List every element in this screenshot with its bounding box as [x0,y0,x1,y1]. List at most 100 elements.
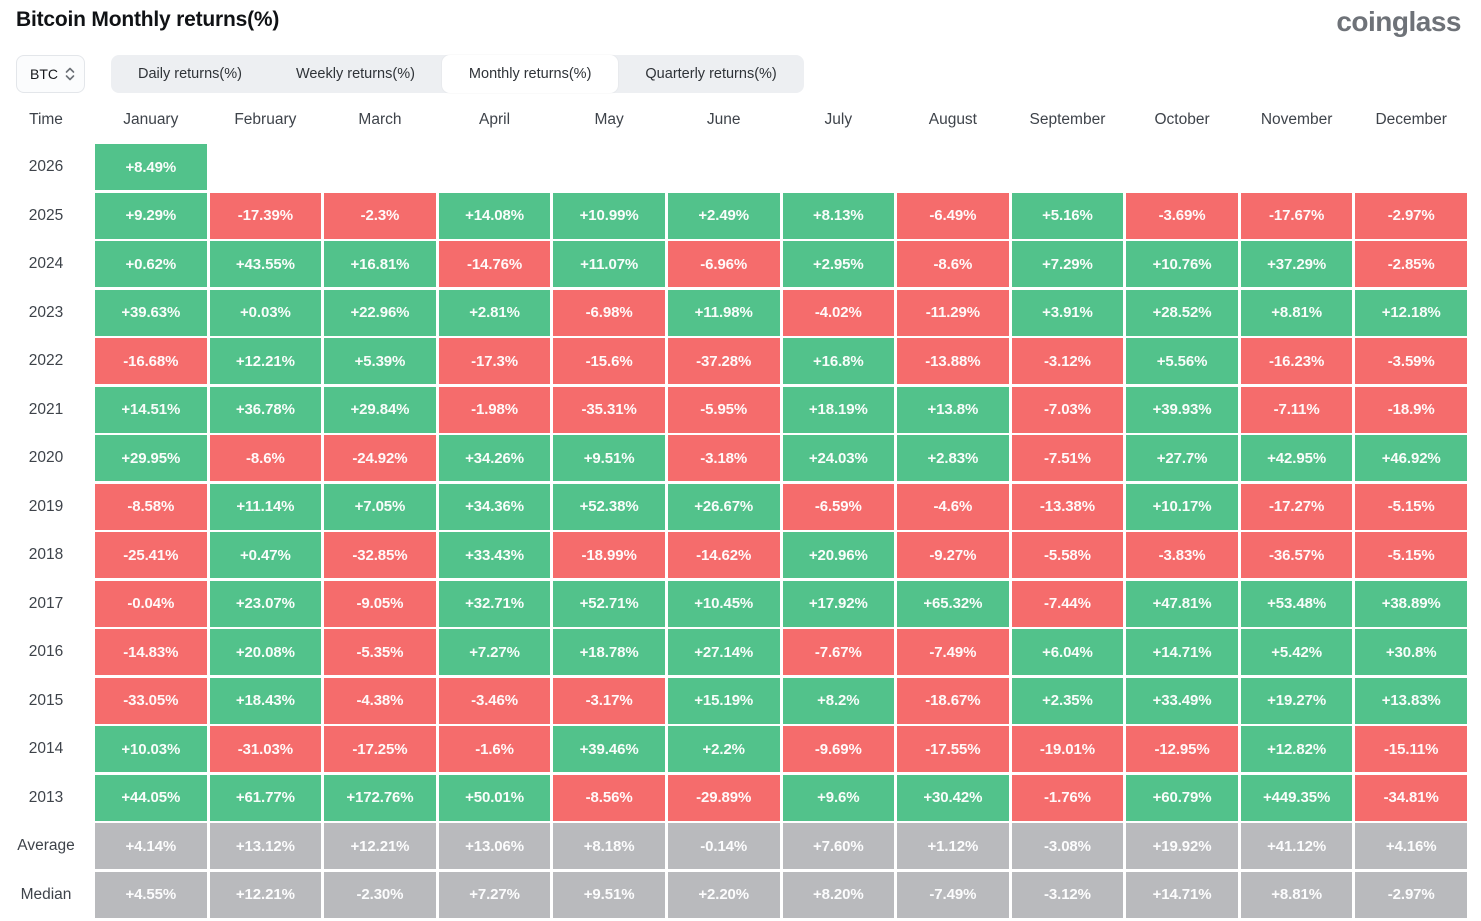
return-cell: +60.79% [1126,774,1238,821]
return-cell: +65.32% [897,580,1009,627]
return-cell: +39.63% [95,289,207,336]
return-cell: -12.95% [1126,726,1238,772]
row-label: Median [20,885,72,903]
table-row-2013: 2013 +44.05% +61.77% +172.76% +50.01% -8.56% -… [0,774,1467,821]
return-cell: -15.6% [553,338,665,384]
return-cell: +14.71% [1126,629,1238,675]
return-cell: +11.07% [553,241,665,287]
return-cell: -8.6% [897,241,1009,287]
row-label: 2024 [28,255,64,272]
return-cell: +15.19% [667,677,780,724]
return-cell: +19.92% [1126,823,1238,869]
return-cell: +12.82% [1240,726,1353,772]
return-cell: -16.23% [1240,338,1353,384]
table-row-2024: 2024 +0.62% +43.55% +16.81% -14.76% +11.07% -6… [0,241,1467,287]
table-header-row: Time January February March April May June July… [0,100,1467,140]
tab-daily-returns[interactable]: Daily returns(%) [138,66,242,82]
return-cell: -13.38% [1011,483,1124,530]
return-cell: +7.29% [1011,241,1124,287]
return-cell: +8.81% [1240,871,1353,918]
empty-cell [897,144,1009,190]
row-label: 2018 [28,546,64,563]
return-cell: -0.04% [95,580,207,627]
return-cell: +13.8% [897,386,1009,433]
return-cell: +27.7% [1126,435,1238,481]
month-column-header: January [123,111,179,128]
coin-selector[interactable]: BTC [16,55,85,93]
table-row-2023: 2023 +39.63% +0.03% +22.96% +2.81% -6.98% +11.… [0,289,1467,336]
empty-cell [210,144,322,190]
return-cell: -2.30% [324,871,436,918]
return-cell: -2.97% [1355,871,1467,918]
return-cell: -5.15% [1355,532,1467,578]
return-cell: +10.76% [1126,241,1238,287]
row-label: 2014 [28,740,64,757]
return-cell: +29.84% [324,386,436,433]
return-cell: +5.16% [1011,192,1124,239]
tab-monthly-returns[interactable]: Monthly returns(%) [441,55,619,93]
return-cell: -8.56% [553,774,665,821]
return-cell: +22.96% [324,289,436,336]
return-cell: +10.99% [553,192,665,239]
row-label: 2017 [28,594,64,612]
return-cell: +16.81% [324,241,436,287]
table-row-2022: 2022 -16.68% +12.21% +5.39% -17.3% -15.6% -37.… [0,338,1467,384]
return-cell: +9.29% [95,192,207,239]
row-label: 2019 [28,497,64,515]
return-cell: -31.03% [209,726,322,772]
return-cell: -34.81% [1355,774,1467,821]
return-cell: -18.9% [1355,386,1467,433]
row-label: 2021 [28,400,64,418]
return-cell: +18.43% [209,677,322,724]
return-cell: +43.55% [209,241,322,287]
return-cell: -3.18% [667,435,780,481]
return-cell: +7.27% [438,629,551,675]
time-column-header: Time [29,111,63,128]
updown-chevron-icon [65,67,75,81]
return-cell: -14.76% [438,241,551,287]
coinglass-logo: coinglass [1336,6,1461,37]
return-cell: +32.71% [438,580,551,627]
return-cell: +4.16% [1355,823,1467,869]
return-cell: -29.89% [667,774,780,821]
return-cell: -3.08% [1011,823,1124,869]
return-cell: -9.27% [897,532,1009,578]
return-cell: -25.41% [95,532,207,578]
return-cell: -19.01% [1011,726,1124,772]
return-cell: +9.6% [782,774,895,821]
return-cell: -9.05% [324,580,436,627]
return-cell: +13.06% [438,823,551,869]
return-cell: +4.55% [95,871,207,918]
return-cell: -9.69% [782,726,895,772]
return-cell: +33.43% [438,532,551,578]
row-label: 2015 [28,691,64,709]
return-cell: +20.08% [209,629,322,675]
return-cell: +14.71% [1126,871,1238,918]
return-cell: +26.67% [667,483,780,530]
table-row-2015: 2015 -33.05% +18.43% -4.38% -3.46% -3.17% +15.… [0,677,1467,724]
return-cell: -2.3% [324,192,436,239]
return-cell: +9.51% [553,435,665,481]
table-row-2017: 2017 -0.04% +23.07% -9.05% +32.71% +52.71% +10… [0,580,1467,627]
return-cell: -3.83% [1126,532,1238,578]
return-cell: -1.6% [438,726,551,772]
return-cell: +2.81% [438,289,551,336]
return-cell: -17.39% [209,192,322,239]
return-cell: -7.49% [897,871,1009,918]
tab-weekly-returns[interactable]: Weekly returns(%) [295,66,415,82]
return-cell: +14.08% [438,192,551,239]
row-label: 2026 [28,158,64,175]
return-cell: -3.17% [553,677,665,724]
return-cell: +44.05% [95,774,207,821]
return-cell: -5.95% [667,386,780,433]
return-cell: +2.35% [1011,677,1124,724]
return-cell: +38.89% [1355,580,1467,627]
return-cell: -3.69% [1126,192,1238,239]
tab-quarterly-returns[interactable]: Quarterly returns(%) [645,66,777,82]
return-cell: -17.25% [324,726,436,772]
return-cell: -1.76% [1011,774,1124,821]
return-cell: -18.67% [897,677,1009,724]
return-cell: +18.19% [782,386,895,433]
controls-bar: BTC Daily returns(%) Weekly returns(%) Mon… [16,55,1481,93]
return-cell: +2.95% [782,241,895,287]
